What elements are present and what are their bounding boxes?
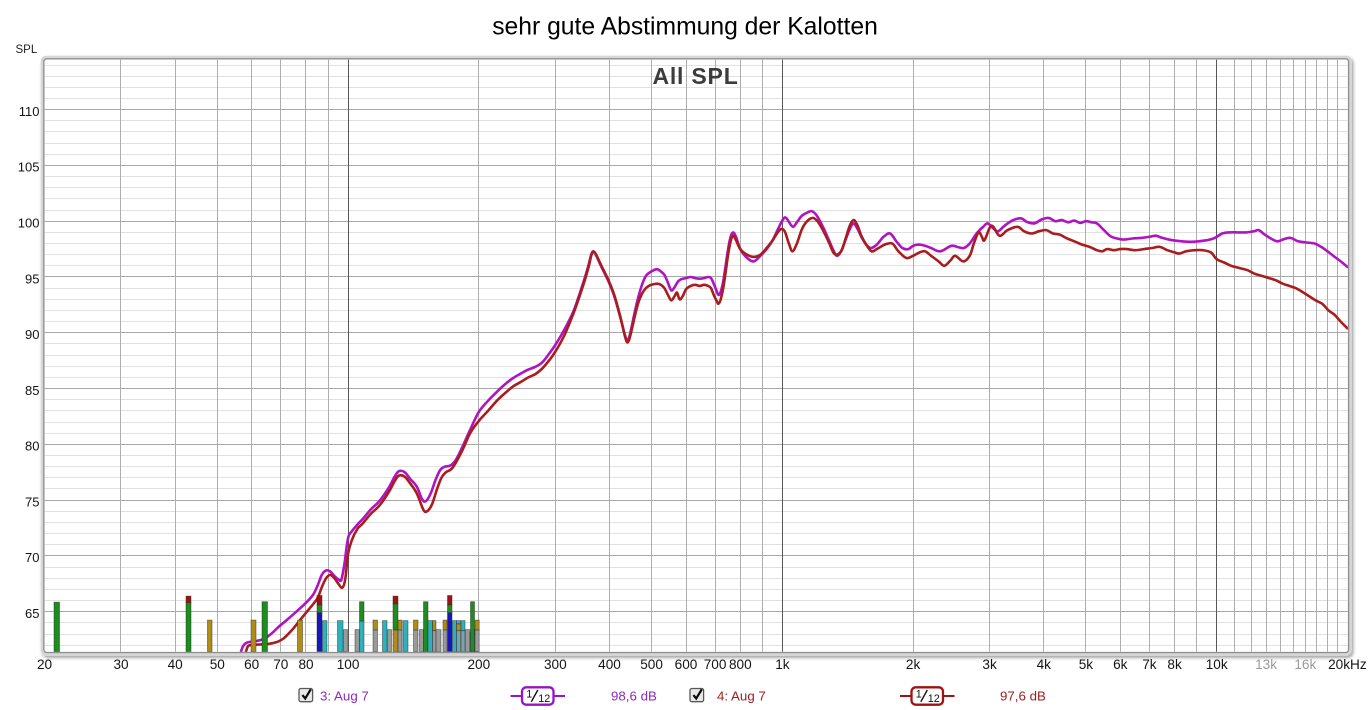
svg-text:4: Aug 7: 4: Aug 7 [717,689,766,704]
svg-text:98,6 dB: 98,6 dB [611,689,657,704]
svg-text:75: 75 [25,494,39,509]
svg-text:16k: 16k [1294,657,1316,672]
svg-text:13k: 13k [1255,657,1277,672]
svg-text:200: 200 [467,657,490,672]
svg-text:60: 60 [244,657,260,672]
svg-text:6k: 6k [1113,657,1128,672]
svg-text:12: 12 [538,693,550,705]
svg-text:SPL: SPL [16,44,38,56]
svg-text:1: 1 [526,689,532,701]
svg-text:70: 70 [273,657,289,672]
svg-text:97,6 dB: 97,6 dB [1000,689,1046,704]
svg-text:1: 1 [916,689,922,701]
svg-text:600: 600 [675,657,698,672]
svg-text:100: 100 [337,657,360,672]
svg-text:400: 400 [598,657,621,672]
svg-text:95: 95 [25,271,39,286]
svg-text:80: 80 [298,657,314,672]
svg-text:4k: 4k [1037,657,1052,672]
svg-text:3: Aug 7: 3: Aug 7 [320,689,369,704]
svg-text:800: 800 [729,657,752,672]
svg-text:40: 40 [168,657,184,672]
svg-text:90: 90 [25,327,39,342]
svg-text:All SPL: All SPL [652,63,738,89]
svg-text:3k: 3k [982,657,997,672]
svg-text:700: 700 [704,657,727,672]
svg-text:50: 50 [210,657,226,672]
svg-text:105: 105 [18,160,40,175]
svg-text:8k: 8k [1167,657,1182,672]
svg-text:110: 110 [19,104,40,119]
svg-text:2k: 2k [906,657,921,672]
svg-text:20: 20 [37,657,53,672]
svg-text:5k: 5k [1079,657,1094,672]
svg-text:300: 300 [544,657,567,672]
svg-text:65: 65 [25,606,39,621]
svg-text:10k: 10k [1206,657,1228,672]
svg-text:70: 70 [25,550,39,565]
svg-text:12: 12 [928,693,940,705]
svg-text:sehr gute Abstimmung der Kalot: sehr gute Abstimmung der Kalotten [492,14,878,41]
svg-text:500: 500 [640,657,663,672]
svg-text:20kHz: 20kHz [1328,657,1367,672]
svg-text:1k: 1k [775,657,790,672]
svg-text:7k: 7k [1142,657,1157,672]
svg-text:80: 80 [25,439,39,454]
svg-text:30: 30 [113,657,129,672]
svg-text:100: 100 [18,216,40,231]
svg-text:85: 85 [25,383,39,398]
